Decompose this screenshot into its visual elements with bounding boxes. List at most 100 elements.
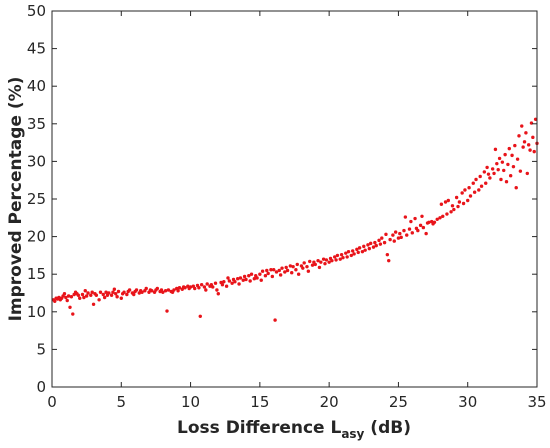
data-point (177, 286, 182, 290)
data-point (380, 236, 384, 240)
data-point (263, 274, 268, 278)
data-point (270, 274, 275, 279)
data-point (274, 270, 279, 274)
data-point (449, 210, 453, 214)
data-point (460, 191, 464, 195)
data-point (330, 258, 334, 263)
data-point (396, 236, 401, 240)
data-point (107, 291, 111, 295)
data-point (80, 292, 85, 297)
data-point (369, 241, 373, 246)
data-point (166, 288, 171, 292)
data-point (363, 248, 367, 252)
data-point (518, 169, 523, 173)
data-point (272, 267, 276, 272)
data-point (321, 257, 326, 261)
data-point (98, 290, 103, 294)
data-point (310, 263, 315, 267)
data-point (291, 264, 295, 269)
data-point (155, 286, 160, 291)
data-point (499, 177, 503, 182)
data-point (125, 292, 129, 297)
data-point (533, 117, 538, 121)
y-tick-label: 50 (27, 2, 46, 20)
data-point (248, 279, 252, 283)
data-point (443, 200, 448, 204)
data-point (230, 281, 234, 285)
data-point (384, 232, 388, 237)
data-point (526, 143, 531, 147)
x-tick-label: 10 (181, 393, 200, 411)
data-point (319, 260, 323, 264)
data-point (341, 255, 345, 260)
data-point (507, 146, 511, 151)
data-point (388, 237, 392, 242)
data-point (373, 240, 377, 245)
data-point (497, 156, 502, 161)
data-point (84, 294, 89, 298)
data-point (532, 149, 536, 154)
data-point (345, 255, 349, 259)
data-point (463, 188, 467, 192)
data-point (445, 212, 449, 216)
y-tick-label: 15 (27, 265, 46, 283)
data-point (302, 261, 306, 265)
data-point (349, 253, 354, 258)
data-point (416, 228, 420, 233)
data-point (398, 231, 402, 236)
data-point (65, 298, 69, 303)
data-point (317, 265, 322, 270)
data-point (172, 288, 176, 292)
data-point (163, 289, 168, 293)
data-point (413, 216, 417, 221)
data-point (472, 190, 477, 194)
data-point (278, 273, 283, 277)
data-point (237, 282, 241, 286)
data-point (265, 268, 269, 273)
data-point (432, 220, 437, 225)
data-point (528, 148, 532, 152)
data-point (242, 274, 247, 279)
data-point (427, 220, 431, 225)
data-point (461, 201, 466, 206)
data-point (503, 152, 507, 157)
data-point (457, 200, 462, 204)
data-point (71, 312, 75, 316)
data-point (485, 165, 489, 170)
y-tick-label: 5 (36, 340, 46, 358)
data-point (324, 258, 329, 262)
x-tick-label: 30 (458, 393, 477, 411)
data-point (86, 291, 90, 295)
data-point (101, 292, 105, 297)
data-point (215, 288, 219, 292)
data-point (524, 131, 528, 135)
data-point (115, 295, 119, 299)
data-point (127, 288, 132, 292)
data-point (76, 293, 81, 297)
data-point (479, 184, 484, 188)
data-point (259, 278, 263, 282)
data-point (504, 180, 509, 184)
data-point (284, 265, 288, 270)
data-point (249, 272, 254, 276)
data-point (97, 298, 101, 302)
data-point (308, 259, 312, 264)
data-point (238, 276, 243, 280)
data-point (474, 177, 478, 182)
data-point (204, 288, 208, 292)
data-point (211, 285, 215, 289)
y-tick-label: 30 (27, 152, 46, 170)
data-point (495, 161, 499, 166)
data-point (176, 289, 180, 293)
data-point (418, 223, 423, 228)
data-point (197, 286, 201, 290)
data-point (334, 258, 338, 262)
data-point (316, 258, 320, 263)
data-point (323, 261, 327, 266)
data-point (393, 230, 398, 234)
data-point (371, 245, 376, 249)
data-point (205, 282, 209, 286)
x-tick-label: 35 (527, 393, 546, 411)
data-point (344, 251, 348, 255)
data-point (508, 173, 513, 178)
